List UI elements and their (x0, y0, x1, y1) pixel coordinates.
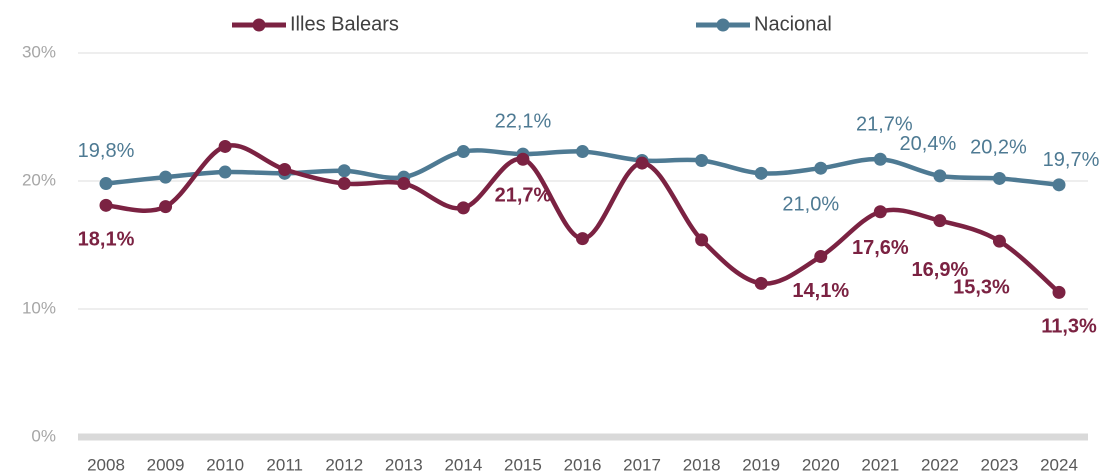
x-tick-label: 2018 (683, 455, 721, 474)
x-tick-label: 2023 (981, 455, 1019, 474)
y-tick-label: 10% (22, 298, 56, 317)
data-label: 21,0% (782, 193, 839, 215)
x-tick-label: 2024 (1040, 455, 1078, 474)
data-point (337, 164, 351, 178)
data-label: 18,1% (78, 229, 135, 251)
data-label: 11,3% (1041, 316, 1097, 338)
data-point (576, 145, 589, 159)
data-label: 19,7% (1043, 149, 1100, 171)
data-point (516, 152, 530, 166)
x-tick-label: 2019 (742, 455, 780, 474)
data-label: 15,3% (953, 276, 1010, 298)
x-tick-label: 2008 (87, 455, 125, 474)
data-point (992, 234, 1006, 248)
data-point (754, 166, 768, 180)
data-label: 21,7% (495, 185, 552, 207)
data-point (456, 201, 470, 215)
x-tick-label: 2017 (623, 455, 661, 474)
x-tick-label: 2016 (564, 455, 602, 474)
data-point (873, 152, 887, 166)
data-point (576, 232, 589, 246)
x-tick-label: 2012 (325, 455, 363, 474)
data-label: 19,8% (78, 140, 135, 162)
data-point (99, 177, 113, 191)
data-point (397, 177, 411, 191)
x-tick-label: 2020 (802, 455, 840, 474)
data-point (99, 198, 113, 212)
data-point (1052, 178, 1066, 192)
data-point (992, 171, 1006, 185)
y-tick-label: 20% (22, 170, 56, 189)
legend-label: Illes Balears (290, 13, 399, 35)
data-point (159, 170, 173, 184)
y-tick-label: 0% (31, 426, 56, 445)
data-label: 22,1% (495, 110, 552, 132)
data-label: 20,4% (900, 133, 957, 155)
data-point (1052, 285, 1066, 299)
x-tick-label: 2011 (266, 455, 303, 474)
data-point (635, 156, 649, 170)
x-tick-label: 2014 (444, 455, 482, 474)
x-tick-label: 2022 (921, 455, 959, 474)
data-point (456, 145, 470, 159)
data-point (218, 139, 232, 153)
legend-marker (716, 18, 730, 32)
data-point (695, 233, 709, 247)
y-tick-label: 30% (22, 42, 56, 61)
data-label: 16,9% (912, 259, 969, 281)
data-point (933, 169, 947, 183)
x-tick-label: 2009 (147, 455, 185, 474)
data-label: 21,7% (856, 114, 913, 136)
data-point (337, 177, 351, 191)
x-tick-label: 2021 (861, 455, 899, 474)
data-point (814, 161, 828, 175)
data-point (814, 250, 828, 264)
data-point (278, 162, 292, 176)
x-tick-label: 2013 (385, 455, 423, 474)
data-point (933, 214, 947, 228)
x-tick-label: 2010 (206, 455, 244, 474)
legend-marker (252, 18, 266, 32)
data-label: 14,1% (792, 280, 849, 302)
data-point (695, 154, 709, 168)
data-label: 17,6% (852, 237, 909, 259)
data-point (754, 276, 768, 290)
x-tick-label: 2015 (504, 455, 542, 474)
legend-label: Nacional (754, 13, 832, 35)
data-point (159, 200, 173, 214)
data-point (218, 165, 232, 179)
data-label: 20,2% (970, 137, 1027, 159)
data-point (873, 205, 887, 219)
